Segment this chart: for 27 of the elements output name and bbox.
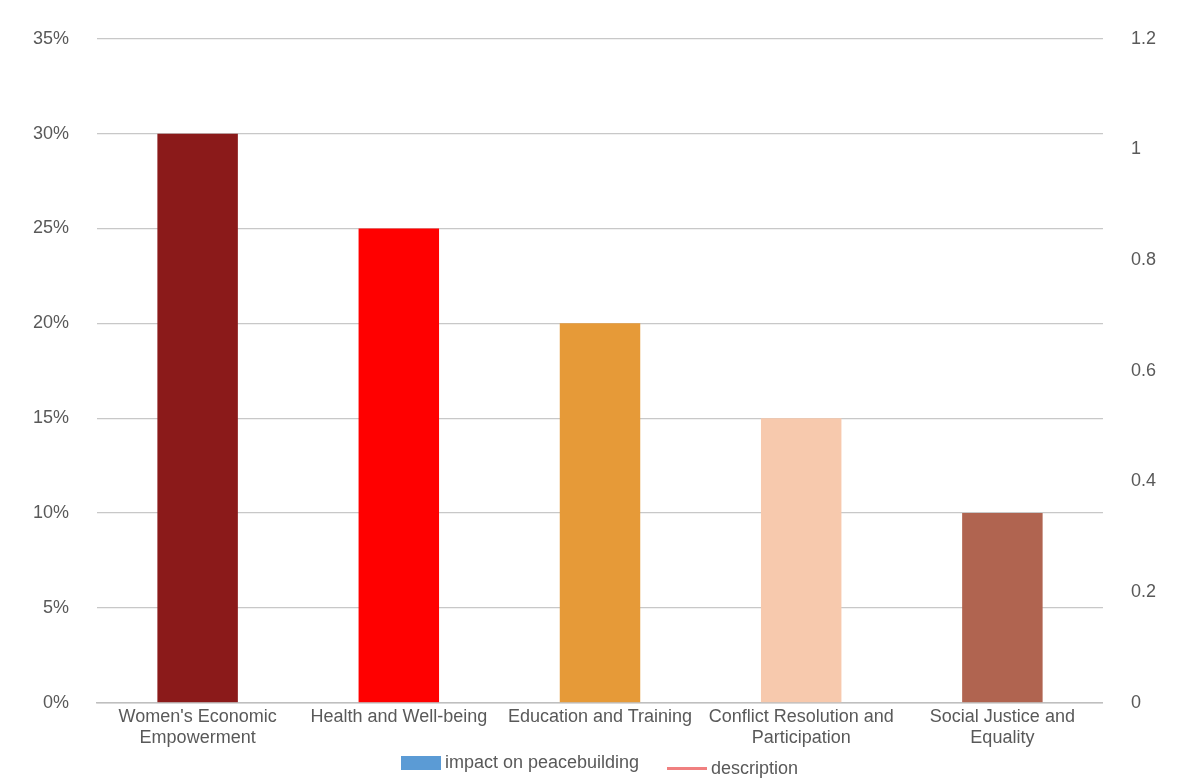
y2-tick-label: 0.8: [1130, 249, 1157, 270]
text: impact on peacebuilding: [444, 752, 640, 773]
y2-tick-label: 0: [1130, 691, 1141, 712]
y-tick-label: 20%: [33, 312, 70, 333]
y2-tick-label: 0.6: [1130, 359, 1157, 380]
y2-tick-label: 0.4: [1130, 470, 1157, 491]
y-tick-label: 30%: [33, 122, 70, 143]
bar: [358, 228, 440, 703]
x-tick-label: Conflict Resolution and Participation: [708, 705, 894, 748]
y-tick-label: 10%: [33, 502, 70, 523]
y2-tick-label: 0.2: [1130, 581, 1157, 602]
bar: [962, 513, 1043, 703]
bar: [559, 323, 641, 703]
y-tick-label: 5%: [43, 596, 70, 617]
y-tick-label: 15%: [33, 407, 70, 428]
y2-tick-label: 1.2: [1130, 27, 1157, 48]
bar: [157, 133, 238, 703]
y-tick-label: 0%: [43, 691, 70, 712]
y2-tick-label: 1: [1130, 138, 1141, 159]
x-tick-label: Health and Well-being: [310, 705, 488, 726]
y-tick-label: 35%: [33, 27, 70, 48]
x-tick-label: Social Justice and Equality: [929, 705, 1075, 748]
bar: [760, 418, 842, 703]
y-tick-label: 25%: [33, 217, 70, 238]
legend-label: description: [711, 757, 799, 779]
x-tick-label: Education and Training: [507, 705, 693, 726]
x-tick-label: Women's Economic Empowerment: [118, 705, 277, 748]
